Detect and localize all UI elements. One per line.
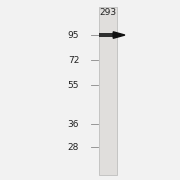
Text: 55: 55 (68, 81, 79, 90)
FancyArrow shape (113, 32, 125, 38)
Text: 28: 28 (68, 143, 79, 152)
Bar (99, 7, 117, 175)
Text: 72: 72 (68, 56, 79, 65)
Text: 293: 293 (99, 8, 117, 17)
Text: 36: 36 (68, 120, 79, 129)
Bar (99, 33, 117, 37)
Text: 95: 95 (68, 31, 79, 40)
